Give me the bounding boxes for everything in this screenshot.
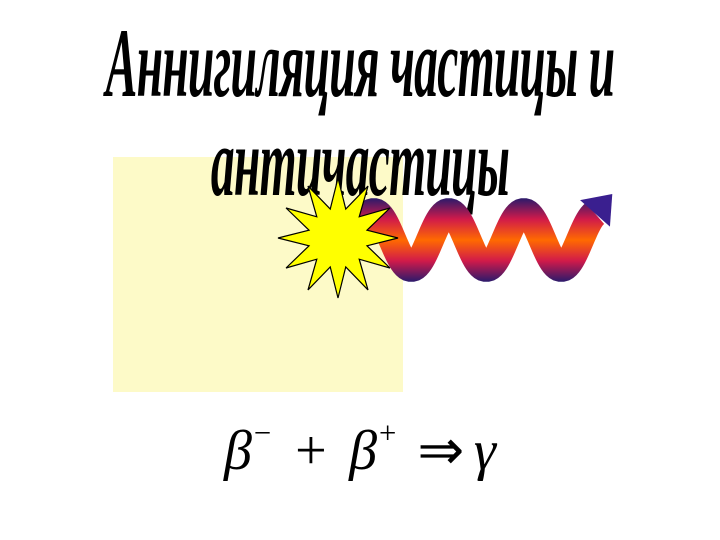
- implies-arrow: ⇒: [412, 420, 460, 482]
- gamma: γ: [474, 420, 496, 482]
- starburst-icon: [278, 178, 398, 298]
- plus-sign: +: [287, 420, 335, 482]
- annihilation-graphic: [273, 173, 640, 303]
- beta-plus: β+: [349, 420, 398, 482]
- equation: β− + β+ ⇒ γ: [0, 418, 720, 483]
- beta-minus: β−: [224, 420, 273, 482]
